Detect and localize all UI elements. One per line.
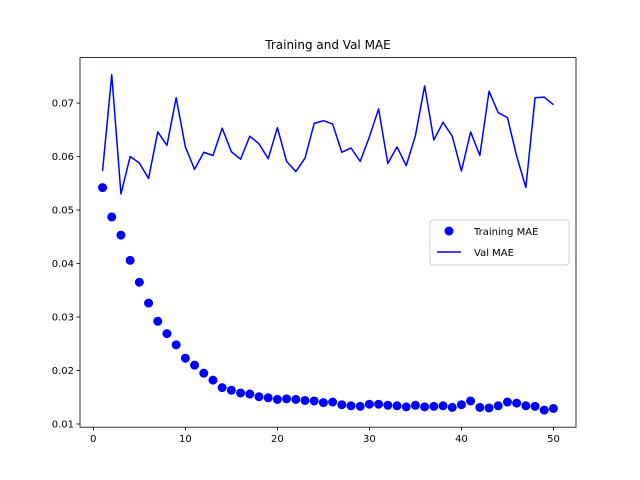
data-point-training-mae (263, 393, 273, 403)
data-point-training-mae (98, 183, 108, 193)
x-tick-label: 30 (363, 434, 376, 445)
y-tick-label: 0.07 (52, 99, 74, 110)
data-point-training-mae (502, 397, 512, 407)
series-line-val-mae (101, 73, 554, 195)
data-point-training-mae (401, 402, 411, 412)
data-point-training-mae (254, 392, 264, 402)
x-axis: 0 10 20 30 40 50 (90, 427, 560, 445)
data-point-training-mae (282, 394, 292, 404)
data-point-training-mae (530, 401, 540, 411)
data-point-training-mae (548, 403, 558, 413)
data-point-training-mae (180, 353, 190, 363)
data-point-training-mae (171, 340, 181, 350)
data-point-training-mae (199, 368, 209, 378)
legend-label-training-mae: Training MAE (473, 227, 538, 238)
data-point-training-mae (318, 398, 328, 408)
data-point-training-mae (364, 399, 374, 409)
data-point-training-mae (438, 401, 448, 411)
legend-label-val-mae: Val MAE (474, 248, 514, 259)
legend: Training MAE Val MAE (429, 219, 570, 266)
data-point-training-mae (475, 402, 485, 412)
data-point-training-mae (134, 277, 144, 287)
axes-frame (79, 57, 577, 428)
data-point-training-mae (383, 400, 393, 410)
data-point-training-mae (153, 316, 163, 326)
data-point-training-mae (337, 400, 347, 410)
data-point-training-mae (116, 230, 126, 240)
x-tick-label: 50 (547, 434, 560, 445)
data-point-training-mae (291, 394, 301, 404)
data-point-training-mae (107, 212, 117, 222)
data-point-training-mae (208, 375, 218, 385)
y-tick-label: 0.03 (52, 313, 74, 324)
chart-title: Training and Val MAE (264, 38, 390, 52)
y-tick-label: 0.02 (52, 366, 74, 377)
data-point-training-mae (245, 389, 255, 399)
data-point-training-mae (236, 388, 246, 398)
data-point-training-mae (162, 329, 172, 339)
data-point-training-mae (512, 398, 522, 408)
x-tick-label: 40 (455, 434, 468, 445)
legend-box (429, 219, 570, 266)
series-points-training-mae (98, 183, 558, 415)
data-point-training-mae (374, 399, 384, 409)
data-point-training-mae (309, 396, 319, 406)
x-tick-label: 20 (271, 434, 284, 445)
data-point-training-mae (466, 396, 476, 406)
series-layer (98, 73, 558, 415)
data-point-training-mae (190, 360, 200, 370)
data-point-training-mae (226, 385, 236, 395)
data-point-training-mae (355, 401, 365, 411)
y-tick-label: 0.06 (52, 152, 74, 163)
data-point-training-mae (539, 405, 549, 415)
legend-marker-training-mae (444, 226, 454, 236)
data-point-training-mae (447, 402, 457, 412)
y-tick-label: 0.04 (52, 259, 74, 270)
y-tick-label: 0.01 (52, 419, 74, 430)
x-tick-label: 0 (90, 434, 96, 445)
data-point-training-mae (456, 400, 466, 410)
data-point-training-mae (272, 394, 282, 404)
data-point-training-mae (217, 383, 227, 393)
data-point-training-mae (392, 401, 402, 411)
data-point-training-mae (521, 401, 531, 411)
data-point-training-mae (484, 403, 494, 413)
data-point-training-mae (410, 400, 420, 410)
y-axis: 0.01 0.02 0.03 0.04 0.05 0.06 0.07 (52, 99, 80, 430)
data-point-training-mae (429, 401, 439, 411)
y-tick-label: 0.05 (52, 206, 74, 217)
data-point-training-mae (328, 397, 338, 407)
data-point-training-mae (346, 401, 356, 411)
data-point-training-mae (300, 395, 310, 405)
x-tick-label: 10 (179, 434, 192, 445)
data-point-training-mae (144, 298, 154, 308)
data-point-training-mae (125, 255, 135, 265)
data-point-training-mae (420, 402, 430, 412)
data-point-training-mae (493, 401, 503, 411)
